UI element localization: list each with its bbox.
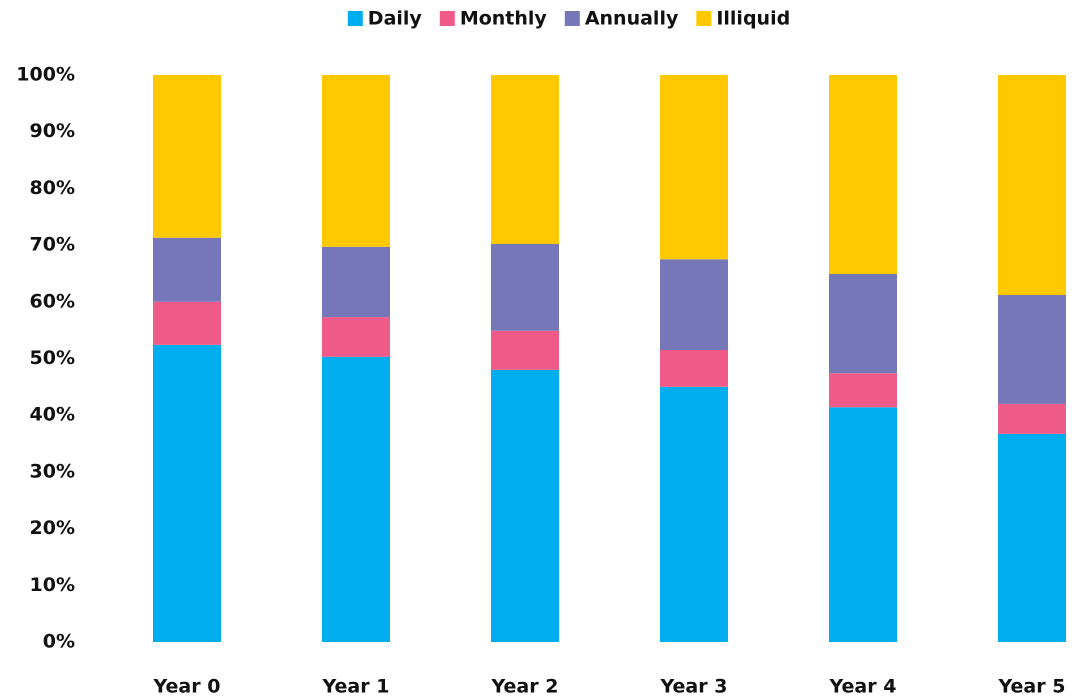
bar-segment [322, 75, 390, 247]
bar-segment [660, 386, 728, 642]
x-tick-label: Year 3 [660, 676, 728, 698]
bar-segment [153, 237, 221, 302]
bar-segment [491, 330, 559, 370]
bar-segment [153, 344, 221, 642]
x-tick-label: Year 4 [829, 676, 897, 698]
bar-segment [998, 403, 1066, 434]
y-tick-label: 70% [30, 234, 75, 256]
y-tick-label: 20% [30, 517, 75, 539]
bar-segment [153, 75, 221, 238]
bar-segment [660, 259, 728, 350]
y-tick-label: 100% [16, 64, 75, 86]
legend: Daily Monthly Annually Illiquid [347, 8, 790, 30]
legend-swatch [696, 11, 712, 26]
x-tick-label: Year 0 [153, 676, 221, 698]
bar-segment [998, 294, 1066, 404]
bar-segment [829, 274, 897, 374]
legend-swatch [439, 11, 455, 26]
legend-swatch [347, 11, 363, 26]
bar-segment [660, 75, 728, 260]
bar-segment [322, 246, 390, 318]
x-tick-label: Year 1 [322, 676, 390, 698]
bar-segment [491, 243, 559, 331]
legend-label: Monthly [460, 8, 548, 30]
bar-segment [998, 75, 1066, 295]
bar-segment [829, 75, 897, 275]
bar-segment [322, 317, 390, 357]
y-tick-label: 10% [30, 574, 75, 596]
bar-segment [491, 75, 559, 244]
y-tick-label: 90% [30, 120, 75, 142]
legend-label: Daily [368, 8, 423, 30]
bar-segment [998, 433, 1066, 642]
y-tick-label: 40% [30, 404, 75, 426]
x-tick-label: Year 5 [998, 676, 1066, 698]
legend-swatch [564, 11, 580, 26]
y-tick-label: 30% [30, 460, 75, 482]
x-tick-label: Year 2 [491, 676, 559, 698]
y-tick-label: 60% [30, 290, 75, 312]
bar-segment [491, 369, 559, 642]
bar-segment [660, 349, 728, 387]
legend-label: Annually [585, 8, 679, 30]
legend-label: Illiquid [716, 8, 790, 30]
y-tick-label: 80% [30, 177, 75, 199]
y-tick-label: 0% [43, 631, 75, 653]
bar-segment [322, 356, 390, 642]
bar-segment [829, 407, 897, 642]
bar-segment [153, 301, 221, 345]
bar-segment [829, 373, 897, 408]
y-tick-label: 50% [30, 347, 75, 369]
